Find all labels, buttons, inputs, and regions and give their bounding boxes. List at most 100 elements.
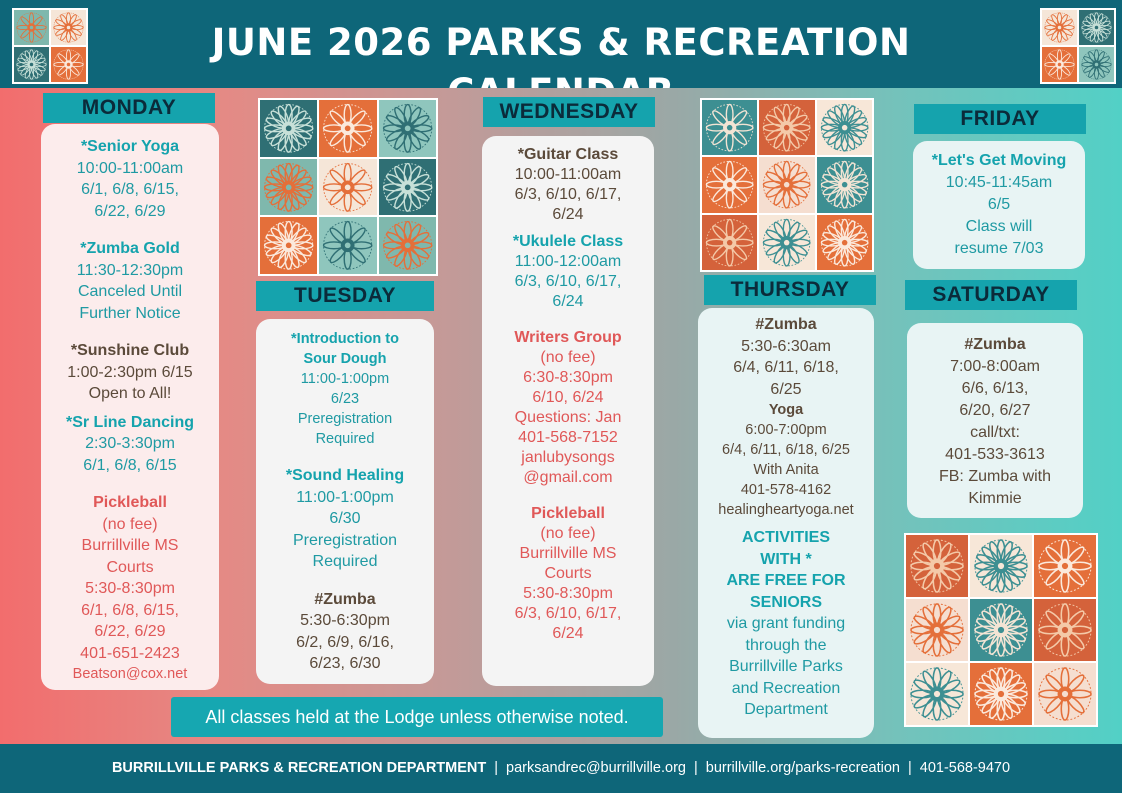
- monday-label: MONDAY: [43, 93, 215, 123]
- mandala-icon: [260, 217, 318, 274]
- tuesday-lines: *Introduction to Sour Dough 11:00-1:00pm 6/…: [256, 319, 434, 675]
- monday-line: 6/1, 6/8, 6/15: [83, 456, 177, 474]
- wednesday-line: 6/3, 6/10, 6/17,: [514, 605, 622, 622]
- thursday-lines: #Zumba 5:30-6:30am 6/4, 6/11, 6/18, 6/25 Yog…: [698, 308, 874, 721]
- monday-line: Burrillville MS: [81, 537, 179, 554]
- monday-card: *Senior Yoga 10:00-11:00am 6/1, 6/8, 6/15,…: [41, 124, 219, 690]
- thursday-line: Yoga: [768, 402, 804, 418]
- mandala-icon: [378, 158, 436, 216]
- wednesday-line: 10:00-11:00am: [514, 166, 622, 183]
- wednesday-line: Writers Group: [514, 329, 622, 346]
- spacer: [41, 324, 219, 340]
- footer-website[interactable]: burrillville.org/parks-recreation: [705, 760, 900, 776]
- saturday-line: 6/20, 6/27: [959, 402, 1031, 419]
- thursday-card: #Zumba 5:30-6:30am 6/4, 6/11, 6/18, 6/25 Yog…: [698, 308, 874, 738]
- monday-line: 11:30-12:30pm: [76, 261, 184, 279]
- mandala-icon: [970, 663, 1032, 725]
- thursday-line: 6:00-7:00pm: [745, 422, 827, 438]
- tuesday-line: Required: [315, 431, 375, 447]
- wednesday-line: *Guitar Class: [517, 146, 619, 163]
- thursday-line: SENIORS: [749, 593, 822, 611]
- thursday-line: 5:30-6:30am: [741, 337, 831, 355]
- saturday-line: #Zumba: [964, 336, 1026, 353]
- footer-email[interactable]: parksandrec@burrillville.org: [506, 760, 686, 776]
- spacer: [698, 520, 874, 527]
- tuesday-line: 6/23, 6/30: [309, 655, 381, 672]
- mandala-icon: [1034, 663, 1096, 725]
- wednesday-line: (no fee): [540, 349, 596, 366]
- saturday-line: FB: Zumba with: [938, 468, 1052, 485]
- wednesday-line: 6/10, 6/24: [532, 389, 604, 406]
- wednesday-line: 11:00-12:00am: [514, 253, 622, 270]
- wednesday-line: 6/24: [552, 206, 584, 223]
- tuesday-line: 5:30-6:30pm: [300, 612, 390, 629]
- wednesday-line: @gmail.com: [523, 469, 613, 486]
- wednesday-line: 401-568-7152: [518, 429, 618, 446]
- tuesday-line: Preregistration: [297, 411, 393, 427]
- mandala-icon: [970, 599, 1032, 661]
- wednesday-line: Pickleball: [531, 505, 605, 522]
- spacer: [256, 449, 434, 465]
- spacer: [482, 225, 654, 232]
- mandala-tiles-wednesday: [700, 98, 874, 272]
- mandala-icon: [702, 214, 758, 270]
- saturday-card: #Zumba 7:00-8:00am 6/6, 6/13, 6/20, 6/27 cal…: [907, 323, 1083, 518]
- monday-line: 2:30-3:30pm: [85, 435, 175, 452]
- thursday-line: 401-578-4162: [740, 482, 832, 498]
- tuesday-line: 11:00-1:00pm: [296, 488, 394, 506]
- tuesday-line: Required: [312, 553, 378, 570]
- mandala-icon: [319, 100, 377, 157]
- monday-line: Pickleball: [93, 494, 167, 511]
- friday-line: resume 7/03: [954, 240, 1044, 257]
- saturday-lines: #Zumba 7:00-8:00am 6/6, 6/13, 6/20, 6/27 cal…: [907, 323, 1083, 510]
- mandala-icon: [816, 214, 872, 270]
- mandala-icon: [759, 157, 815, 213]
- monday-line: 6/22, 6/29: [94, 202, 166, 220]
- mandala-logo-left: [12, 8, 88, 84]
- mandala-icon: [759, 214, 815, 270]
- tuesday-line: Sour Dough: [303, 351, 387, 367]
- spacer: [41, 476, 219, 492]
- mandala-tiles-saturday: [904, 533, 1098, 727]
- mandala-icon: [14, 47, 49, 82]
- thursday-line: WITH *: [760, 550, 812, 568]
- tuesday-line: 6/23: [330, 391, 360, 407]
- wednesday-line: Courts: [544, 565, 592, 582]
- tuesday-line: *Introduction to: [291, 331, 399, 347]
- spacer: [482, 312, 654, 328]
- monday-line: 6/22, 6/29: [94, 623, 166, 640]
- wednesday-line: *Ukulele Class: [512, 233, 624, 250]
- monday-line: Courts: [106, 558, 154, 576]
- header-bar: JUNE 2026 PARKS & RECREATION CALENDAR: [0, 0, 1122, 114]
- mandala-icon: [759, 100, 815, 156]
- mandala-icon: [1042, 47, 1077, 82]
- friday-line: Class will: [965, 218, 1033, 235]
- wednesday-line: (no fee): [540, 525, 596, 542]
- mandala-icon: [906, 535, 968, 597]
- thursday-line: 6/4, 6/11, 6/18,: [733, 359, 839, 376]
- monday-line: 401-651-2423: [80, 644, 180, 662]
- mandala-icon: [816, 157, 872, 213]
- tuesday-line: 11:00-1:00pm: [300, 371, 390, 387]
- thursday-line: 6/25: [770, 380, 802, 398]
- saturday-line: Kimmie: [968, 490, 1022, 507]
- mandala-icon: [1079, 47, 1114, 82]
- tuesday-line: 6/2, 6/9, 6/16,: [296, 633, 394, 651]
- monday-line: *Sunshine Club: [70, 342, 190, 359]
- tuesday-line: *Sound Healing: [285, 467, 405, 484]
- thursday-line: Burrillville Parks: [729, 658, 843, 675]
- mandala-icon: [702, 157, 758, 213]
- wednesday-line: 6/3, 6/10, 6/17,: [514, 186, 622, 203]
- friday-lines: *Let's Get Moving 10:45-11:45am 6/5 Class w…: [913, 141, 1085, 260]
- wednesday-line: 6/3, 6/10, 6/17,: [514, 273, 622, 290]
- mandala-icon: [51, 47, 86, 82]
- mandala-icon: [816, 100, 872, 156]
- monday-line: 1:00-2:30pm 6/15: [67, 363, 193, 381]
- spacer: [482, 488, 654, 504]
- thursday-line: With Anita: [753, 462, 819, 478]
- monday-line: Further Notice: [79, 304, 181, 322]
- tuesday-line: #Zumba: [314, 590, 376, 608]
- footer-phone: 401-568-9470: [919, 760, 1011, 776]
- thursday-line: through the: [745, 636, 827, 654]
- friday-label: FRIDAY: [914, 104, 1086, 134]
